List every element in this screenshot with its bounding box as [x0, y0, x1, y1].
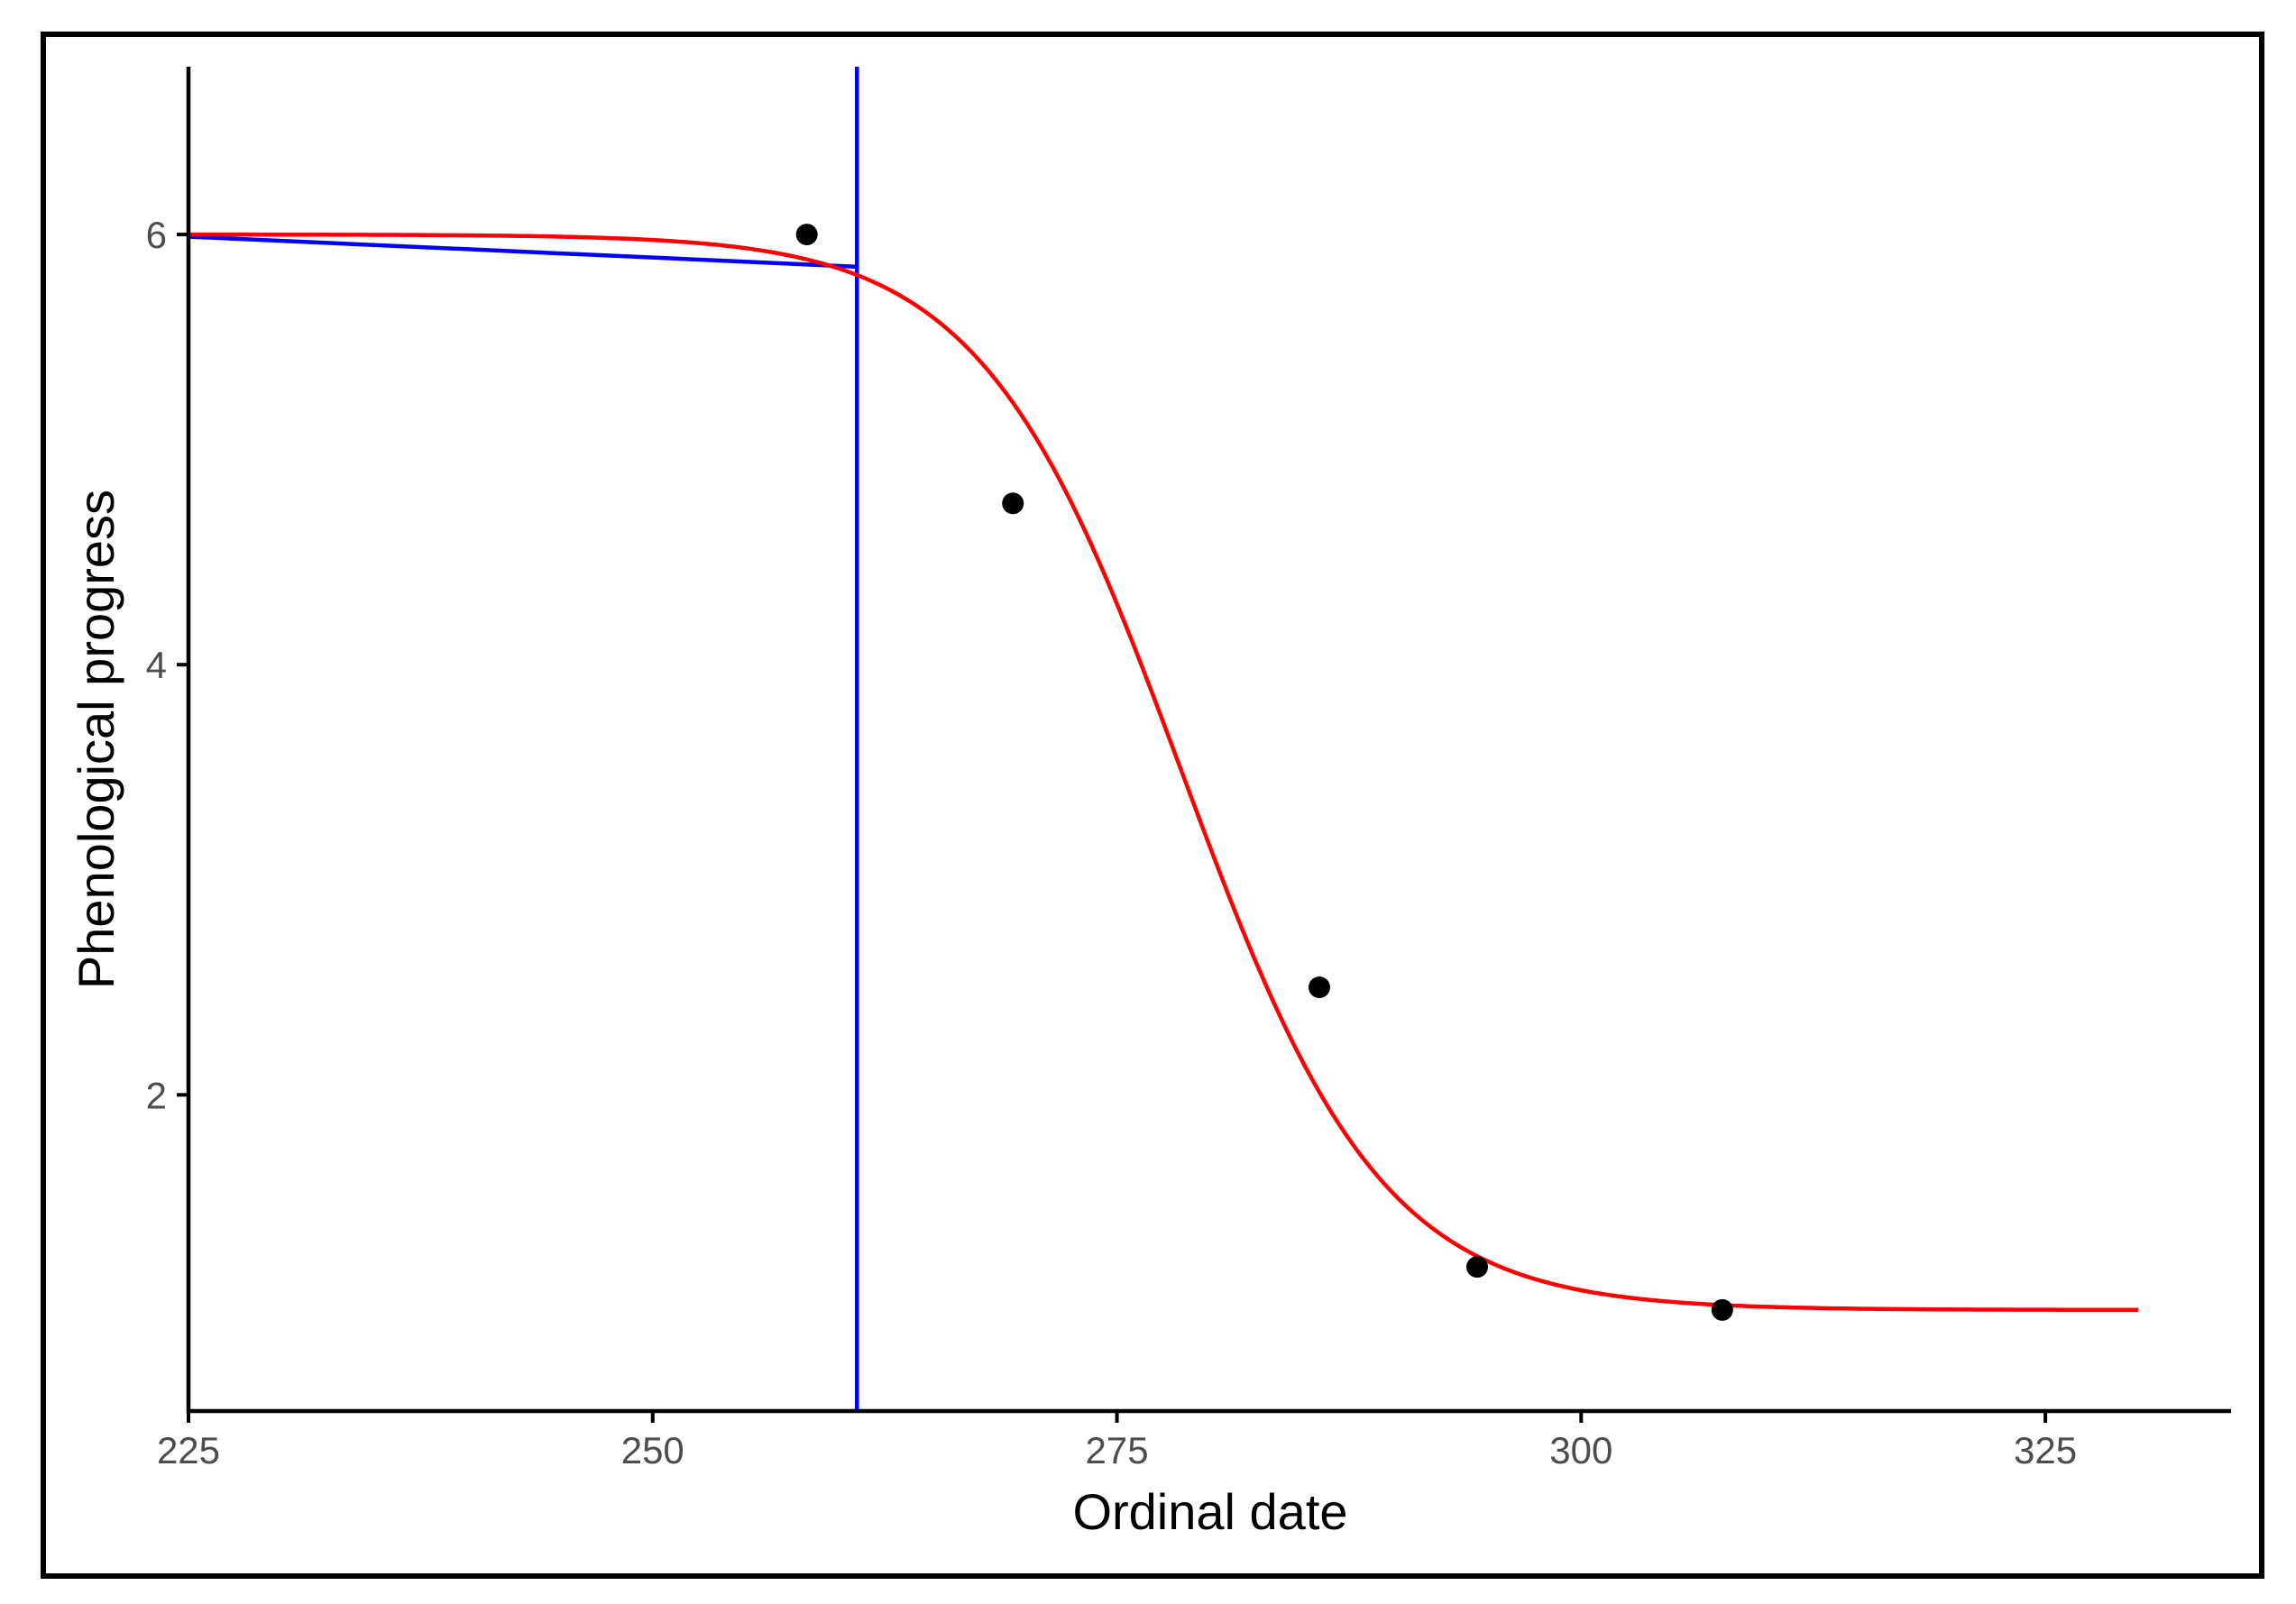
fitted-curve-series	[188, 232, 2139, 1313]
x-tick-label: 225	[157, 1429, 220, 1471]
x-tick-label: 325	[2014, 1429, 2077, 1471]
x-tick-label: 275	[1086, 1429, 1149, 1471]
observed-points	[795, 224, 1733, 1321]
figure-border	[41, 32, 2264, 1579]
x-axis-title: Ordinal date	[1072, 1483, 1347, 1540]
data-point	[1002, 492, 1024, 515]
y-tick-label: 4	[146, 644, 167, 686]
x-axis-ticks: 225 250 275 300 325	[157, 1411, 2077, 1471]
data-point	[1308, 976, 1330, 999]
plot-panel	[188, 67, 2139, 1411]
reference-lines	[188, 67, 859, 1411]
y-tick-label: 6	[146, 214, 167, 256]
x-tick-label: 250	[621, 1429, 684, 1471]
y-axis-ticks: 2 4 6	[146, 214, 188, 1116]
data-point	[795, 224, 818, 246]
y-axis-title: Phenological progress	[68, 490, 124, 989]
y-tick-label: 2	[146, 1074, 167, 1116]
data-point	[1711, 1298, 1733, 1321]
reference-slope-segment	[188, 234, 858, 270]
x-tick-label: 300	[1549, 1429, 1612, 1471]
data-point	[1466, 1256, 1489, 1279]
